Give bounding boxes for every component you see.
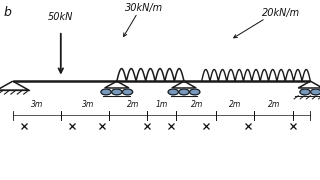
Circle shape <box>168 89 178 95</box>
Circle shape <box>300 89 310 95</box>
Text: 20kN/m: 20kN/m <box>262 8 300 18</box>
Circle shape <box>123 89 133 95</box>
Text: 30kN/m: 30kN/m <box>125 3 163 13</box>
Text: 1m: 1m <box>156 100 168 109</box>
Text: 2m: 2m <box>191 100 203 109</box>
Circle shape <box>311 89 320 95</box>
Text: b: b <box>3 6 11 19</box>
Text: 2m: 2m <box>268 100 280 109</box>
Text: 3m: 3m <box>31 100 43 109</box>
Text: 2m: 2m <box>127 100 139 109</box>
Text: 50kN: 50kN <box>48 12 74 22</box>
Circle shape <box>112 89 122 95</box>
Circle shape <box>179 89 189 95</box>
Circle shape <box>101 89 111 95</box>
Text: 2m: 2m <box>229 100 241 109</box>
Circle shape <box>190 89 200 95</box>
Text: 3m: 3m <box>82 100 94 109</box>
